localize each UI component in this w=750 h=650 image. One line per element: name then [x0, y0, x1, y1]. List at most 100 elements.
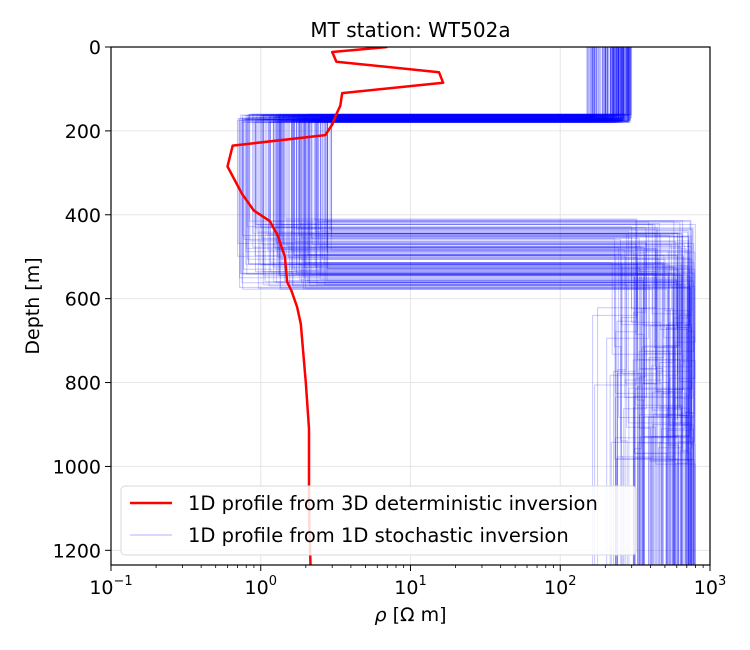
stochastic-profile [308, 47, 675, 565]
stochastic-profile [290, 47, 679, 565]
stochastic-profile [298, 47, 624, 565]
stochastic-profile [293, 47, 685, 565]
stochastic-profile [242, 47, 696, 565]
stochastic-profile [301, 47, 662, 565]
stochastic-profile [245, 47, 688, 565]
stochastic-profile [269, 47, 694, 565]
stochastic-profile [326, 47, 694, 565]
stochastic-profile [286, 47, 642, 565]
stochastic-profile [308, 47, 645, 565]
y-tick-label: 400 [65, 205, 101, 227]
stochastic-profile [314, 47, 677, 565]
stochastic-profile [249, 47, 690, 565]
stochastic-profile [278, 47, 687, 565]
stochastic-profile [267, 47, 656, 565]
stochastic-profile [329, 47, 693, 565]
stochastic-profile [284, 47, 638, 565]
stochastic-profile [299, 47, 689, 565]
stochastic-profile [291, 47, 678, 565]
stochastic-profile [315, 47, 695, 565]
stochastic-profile [322, 47, 696, 565]
stochastic-profile [246, 47, 693, 565]
stochastic-profile [273, 47, 693, 565]
stochastic-profile [261, 47, 679, 565]
x-tick-base: 10 [89, 577, 113, 599]
stochastic-profile [330, 47, 695, 565]
deterministic-series [226, 47, 445, 565]
stochastic-profile [331, 47, 679, 565]
stochastic-profile [299, 47, 637, 565]
stochastic-profile [282, 47, 647, 565]
stochastic-profile [246, 47, 657, 565]
stochastic-profile [327, 47, 645, 565]
stochastic-profile [269, 47, 647, 565]
stochastic-profile [298, 47, 675, 565]
stochastic-profile [317, 47, 692, 565]
stochastic-profile [311, 47, 672, 565]
stochastic-profile [256, 47, 671, 565]
stochastic-profile [298, 47, 669, 565]
stochastic-profile [268, 47, 683, 565]
stochastic-profile [281, 47, 670, 565]
stochastic-profile [255, 47, 664, 565]
stochastic-profile [316, 47, 690, 565]
y-axis-title: Depth [m] [22, 257, 44, 354]
legend-label-deterministic: 1D profile from 3D deterministic inversi… [188, 492, 598, 515]
stochastic-profile [257, 47, 691, 565]
stochastic-profile [280, 47, 683, 565]
stochastic-ensemble [237, 47, 696, 565]
stochastic-profile [254, 47, 694, 565]
stochastic-profile [317, 47, 650, 565]
stochastic-profile [239, 47, 694, 565]
stochastic-profile [320, 47, 689, 565]
x-axis-title: ρ [Ω m] [375, 604, 447, 626]
stochastic-profile [277, 47, 684, 565]
y-tick-label: 600 [65, 289, 101, 311]
x-tick-label: 100 [245, 574, 277, 599]
stochastic-profile [245, 47, 638, 565]
x-tick-label: 103 [694, 574, 726, 599]
stochastic-profile [254, 47, 692, 565]
stochastic-profile [308, 47, 678, 565]
stochastic-profile [303, 47, 664, 565]
stochastic-profile [275, 47, 675, 565]
stochastic-profile [265, 47, 647, 565]
stochastic-profile [241, 47, 677, 565]
stochastic-profile [308, 47, 689, 565]
stochastic-profile [299, 47, 690, 565]
stochastic-profile [292, 47, 678, 565]
stochastic-profile [277, 47, 638, 565]
stochastic-profile [291, 47, 683, 565]
stochastic-profile [289, 47, 681, 565]
stochastic-profile [237, 47, 695, 565]
stochastic-profile [261, 47, 652, 565]
stochastic-profile [307, 47, 692, 565]
stochastic-profile [248, 47, 682, 565]
stochastic-profile [240, 47, 691, 565]
x-axis: 10−1 100 101 102 103 [89, 565, 726, 599]
stochastic-profile [296, 47, 693, 565]
stochastic-profile [279, 47, 687, 565]
stochastic-profile [293, 47, 692, 565]
x-axis-title-unit: [Ω m] [387, 604, 447, 626]
stochastic-profile [304, 47, 694, 565]
stochastic-profile [242, 47, 669, 565]
stochastic-profile [283, 47, 678, 565]
stochastic-profile [302, 47, 667, 565]
stochastic-profile [314, 47, 674, 565]
stochastic-profile [263, 47, 686, 565]
stochastic-profile [262, 47, 654, 565]
stochastic-profile [322, 47, 682, 565]
stochastic-profile [262, 47, 669, 565]
stochastic-profile [252, 47, 680, 565]
stochastic-profile [256, 47, 696, 565]
stochastic-profile [304, 47, 675, 565]
stochastic-profile [294, 47, 676, 565]
stochastic-profile [326, 47, 663, 565]
stochastic-profile [295, 47, 682, 565]
stochastic-profile [280, 47, 696, 565]
stochastic-profile [242, 47, 690, 565]
legend-label-stochastic: 1D profile from 1D stochastic inversion [188, 524, 569, 547]
legend: 1D profile from 3D deterministic inversi… [120, 485, 637, 556]
x-tick-exponent: 2 [568, 574, 576, 589]
